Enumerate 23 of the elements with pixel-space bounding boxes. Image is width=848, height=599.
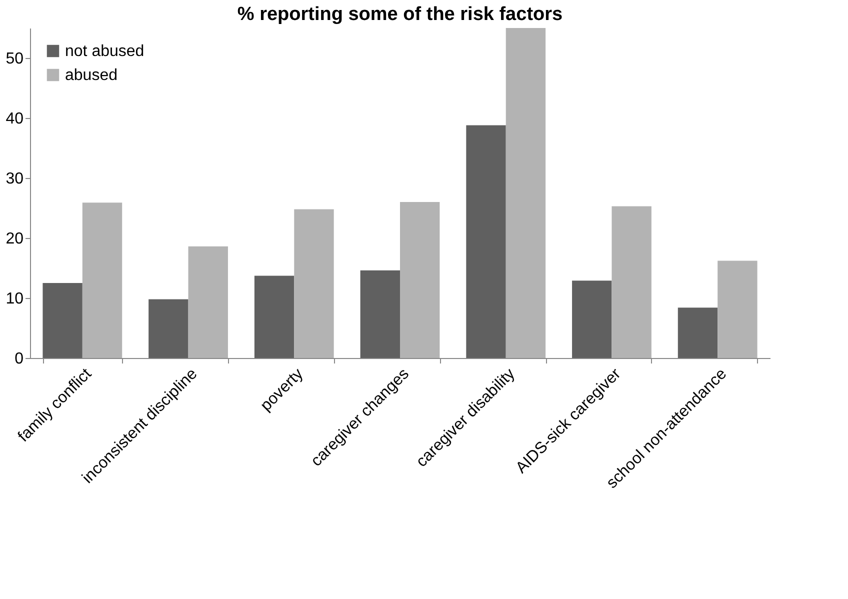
y-tick-label: 30 bbox=[6, 170, 24, 188]
bar bbox=[718, 260, 758, 358]
bar bbox=[572, 280, 612, 358]
bar bbox=[294, 209, 334, 358]
bar bbox=[42, 283, 82, 358]
bar bbox=[466, 125, 506, 358]
y-tick-label: 10 bbox=[6, 290, 24, 308]
y-tick-label: 20 bbox=[6, 230, 24, 248]
bar bbox=[612, 206, 652, 358]
y-tick-label: 0 bbox=[14, 350, 24, 368]
bar bbox=[678, 308, 718, 358]
bar bbox=[82, 202, 122, 358]
legend-label: not abused bbox=[65, 43, 144, 60]
legend-label: abused bbox=[65, 67, 118, 84]
y-tick-label: 40 bbox=[6, 110, 24, 128]
chart-title: % reporting some of the risk factors bbox=[237, 4, 563, 25]
bar bbox=[360, 270, 400, 358]
bar bbox=[148, 299, 188, 358]
y-tick-label: 50 bbox=[6, 50, 24, 68]
bar bbox=[188, 246, 228, 358]
bar bbox=[400, 202, 440, 358]
bar bbox=[506, 28, 546, 358]
bar bbox=[254, 276, 294, 358]
